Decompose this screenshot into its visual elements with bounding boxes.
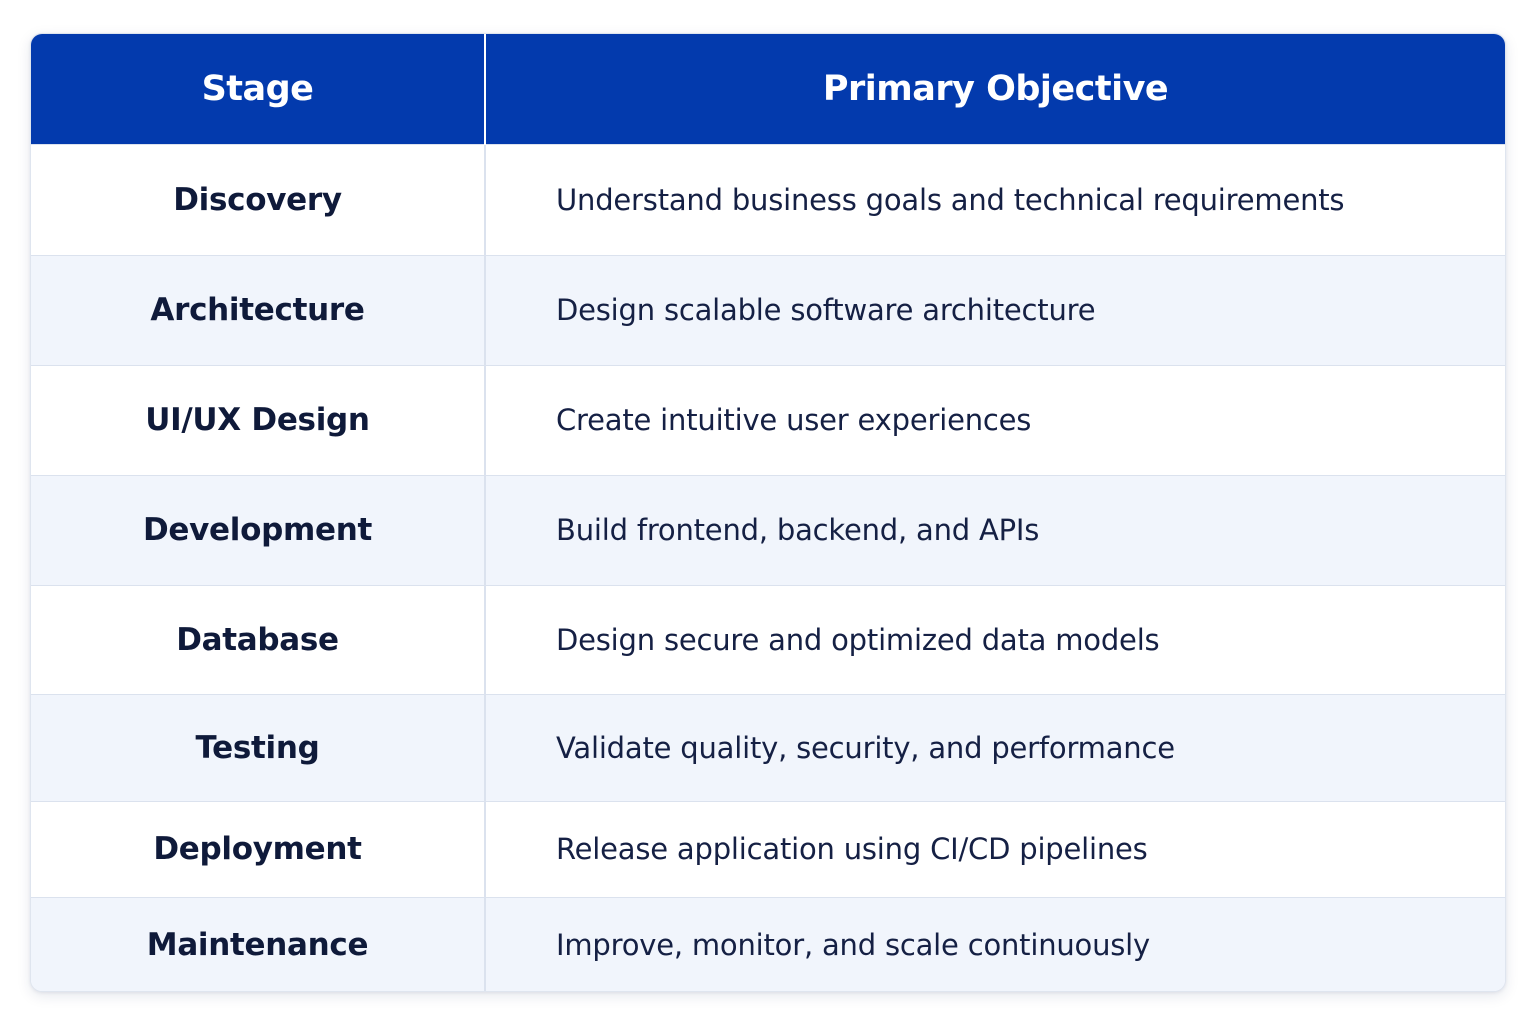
objective-cell: Validate quality, security, and performa… (556, 730, 1175, 765)
table-row: Discovery Understand business goals and … (31, 144, 1505, 255)
objective-cell: Build frontend, backend, and APIs (556, 513, 1040, 547)
stage-cell: Database (31, 585, 486, 694)
stage-cell: UI/UX Design (31, 365, 486, 475)
objective-cell: Design scalable software architecture (556, 293, 1096, 327)
table-row: Deployment Release application using CI/… (31, 801, 1505, 897)
stage-cell: Architecture (31, 255, 486, 365)
objective-cell: Improve, monitor, and scale continuously (556, 928, 1151, 963)
table-row: Development Build frontend, backend, and… (31, 475, 1505, 585)
table-row: Database Design secure and optimized dat… (31, 585, 1505, 694)
table-row: UI/UX Design Create intuitive user exper… (31, 365, 1505, 475)
objective-cell: Create intuitive user experiences (556, 403, 1032, 437)
table-body: Discovery Understand business goals and … (31, 144, 1505, 991)
stage-cell: Maintenance (31, 897, 486, 991)
stage-cell: Deployment (31, 801, 486, 897)
objective-cell: Release application using CI/CD pipeline… (556, 832, 1148, 866)
stages-table-card: Stage Primary Objective Discovery Unders… (30, 33, 1506, 992)
table-row: Testing Validate quality, security, and … (31, 694, 1505, 801)
objective-cell: Design secure and optimized data models (556, 622, 1160, 657)
stage-cell: Discovery (31, 144, 486, 255)
objective-cell: Understand business goals and technical … (556, 182, 1345, 217)
header-row: Stage Primary Objective (31, 34, 1505, 144)
stages-table: Stage Primary Objective Discovery Unders… (31, 34, 1505, 991)
stage-cell: Development (31, 475, 486, 585)
table-header: Stage Primary Objective (31, 34, 1505, 144)
column-header-stage: Stage (31, 34, 486, 144)
column-header-primary-objective: Primary Objective (822, 68, 1169, 109)
table-row: Maintenance Improve, monitor, and scale … (31, 897, 1505, 991)
table-row: Architecture Design scalable software ar… (31, 255, 1505, 365)
stage-cell: Testing (31, 694, 486, 801)
